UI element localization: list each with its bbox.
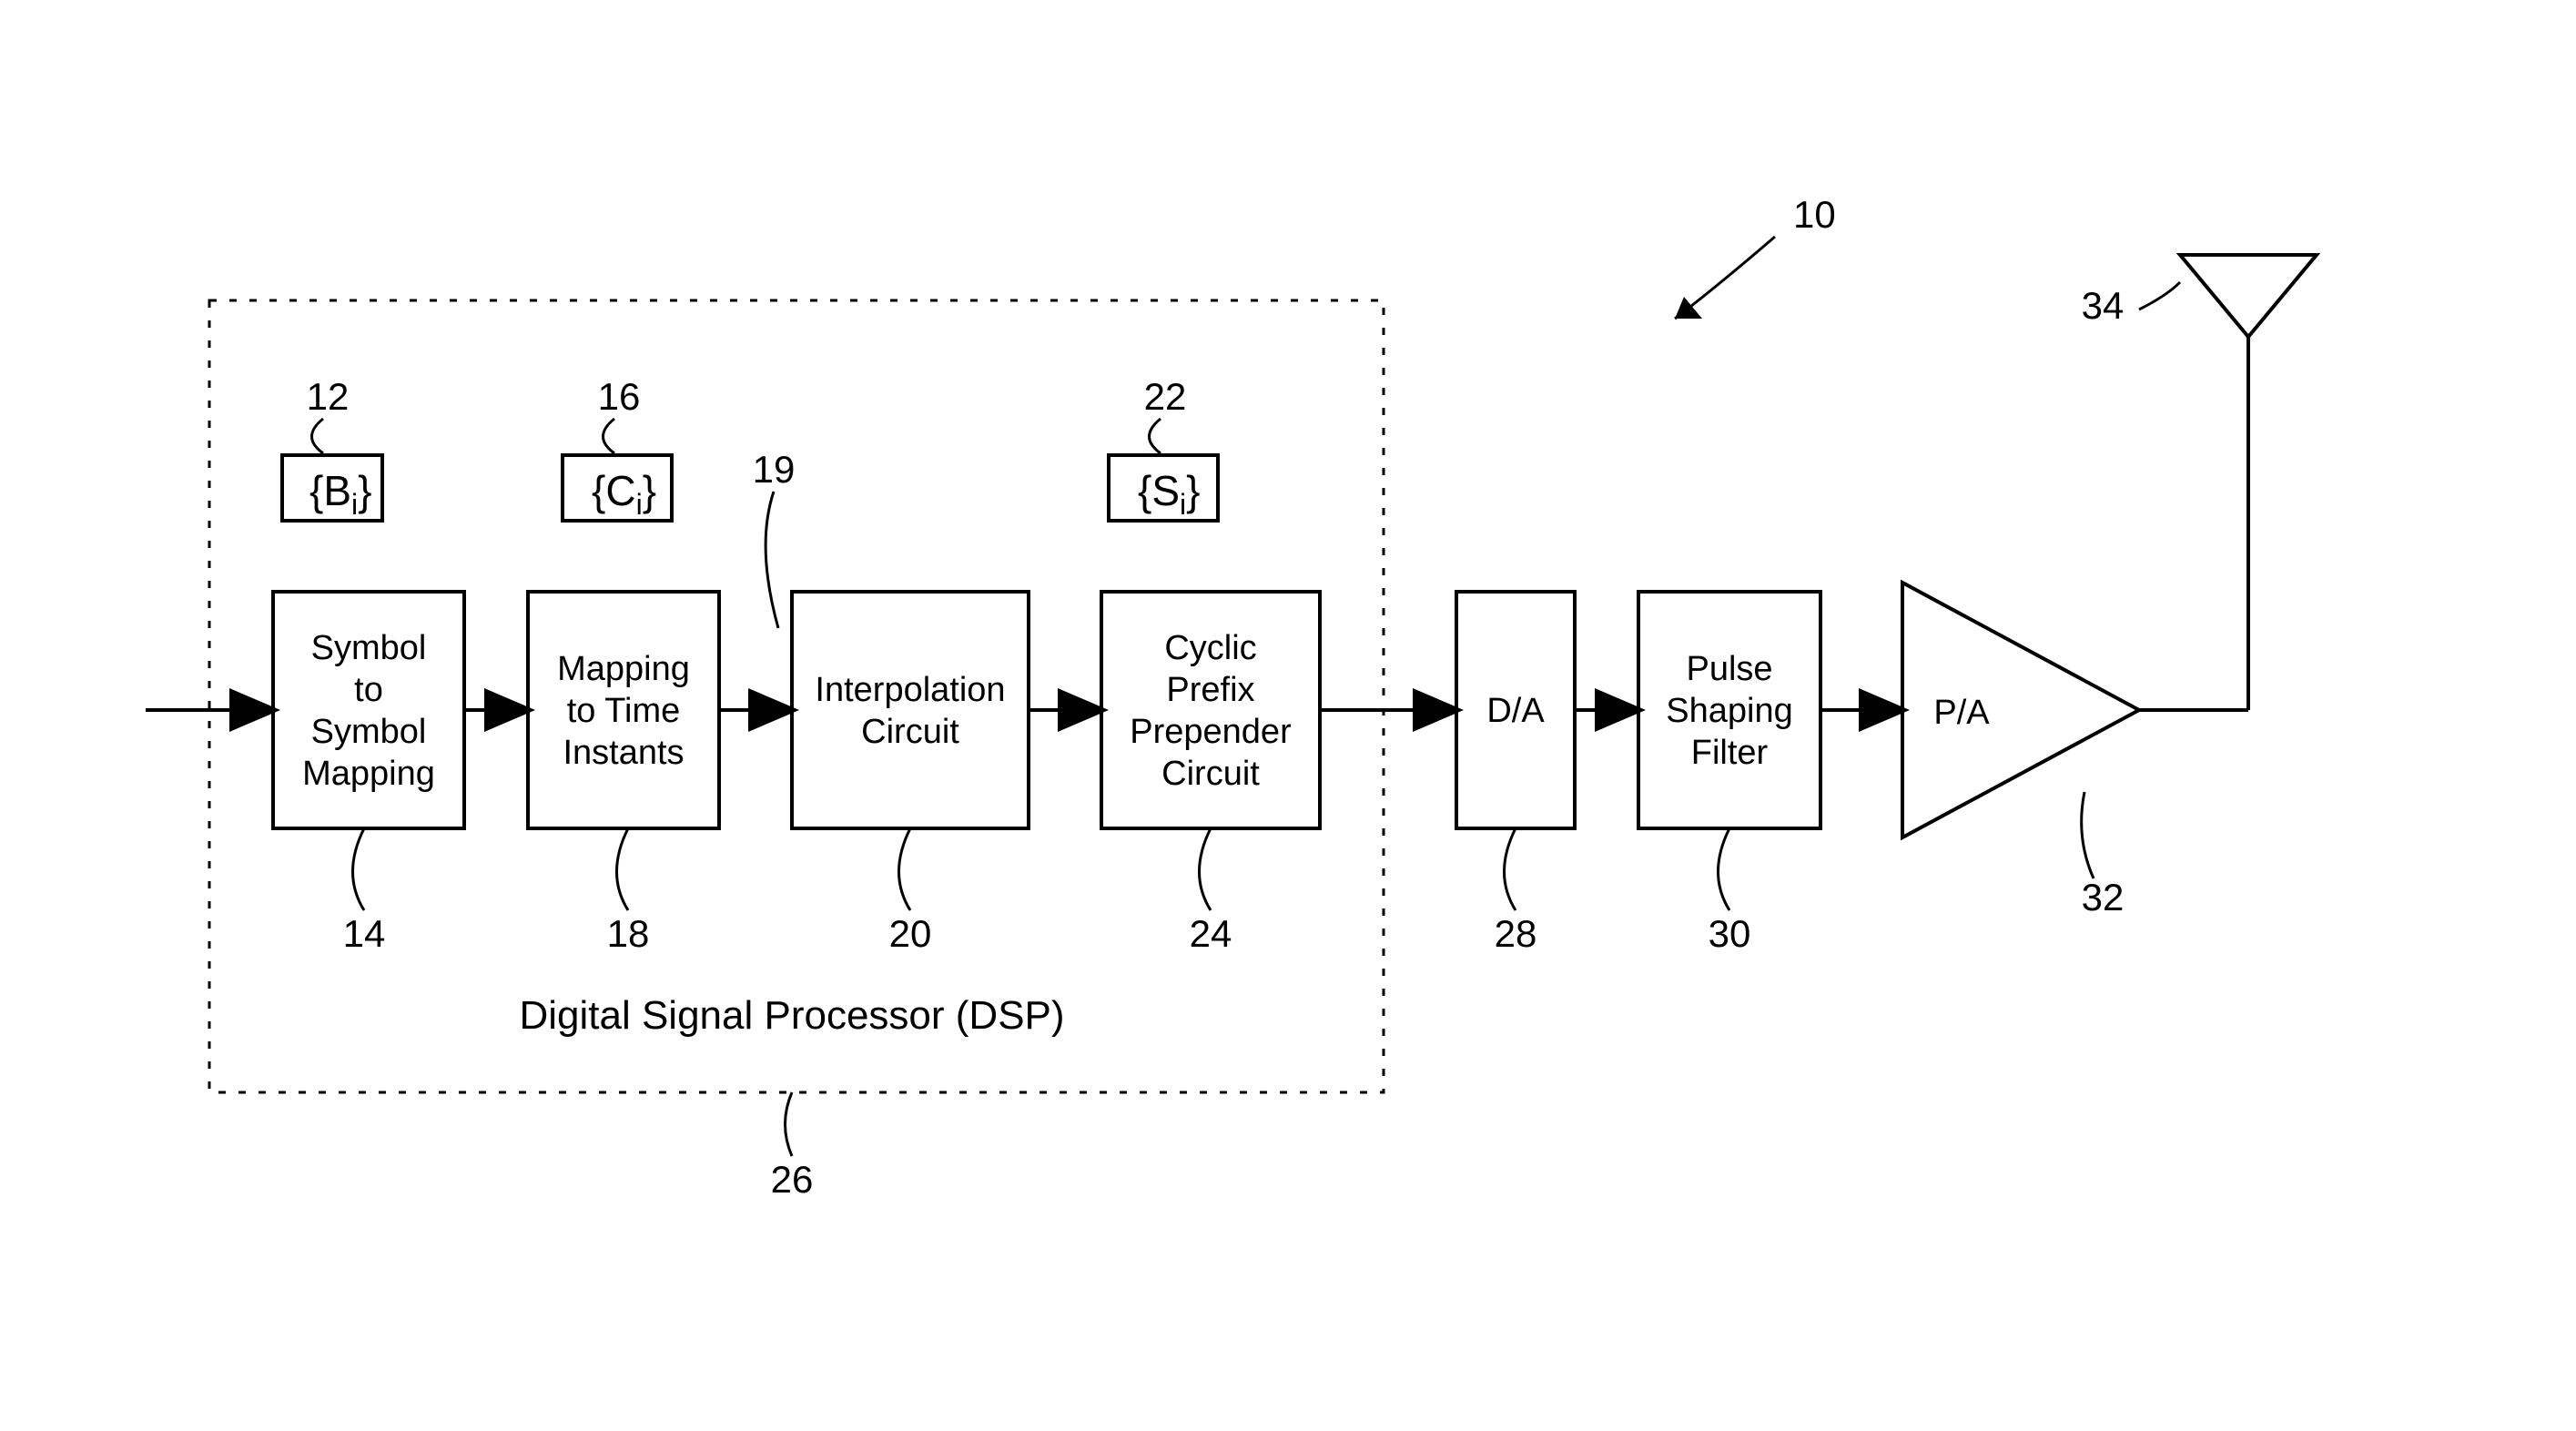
block-symbol-mapping-label-2: Symbol [311,713,427,751]
ref-19: 19 [753,448,796,491]
block-time-instants-label-2: Instants [563,734,684,772]
block-cyclic-prefix-label-1: Prefix [1166,671,1254,709]
block-d-a-label-0: D/A [1486,692,1545,730]
block-cyclic-prefix-label-0: Cyclic [1164,629,1256,667]
ref-28: 28 [1495,912,1537,955]
block-pulse-shaping-label-1: Shaping [1666,692,1792,730]
antenna-icon [2180,255,2317,337]
block-interpolation-label-1: Circuit [861,713,959,751]
block-cyclic-prefix-label-3: Circuit [1161,755,1260,793]
block-symbol-mapping-label-3: Mapping [302,755,435,793]
ref-34: 34 [2082,284,2125,327]
amp-label: P/A [1933,694,1990,732]
signal-label-0: {Bi} [309,467,372,521]
signal-label-2: {Si} [1138,467,1201,521]
block-interpolation-label-0: Interpolation [815,671,1005,709]
ref-20: 20 [889,912,932,955]
block-time-instants-label-1: to Time [567,692,681,730]
block-time-instants-label-0: Mapping [557,650,690,688]
ref-24: 24 [1190,912,1232,955]
block-symbol-mapping-label-0: Symbol [311,629,427,667]
dsp-label: Digital Signal Processor (DSP) [519,993,1064,1038]
block-cyclic-prefix-label-2: Prepender [1130,713,1292,751]
ref-16: 16 [598,375,641,418]
ref-18: 18 [607,912,650,955]
ref-22: 22 [1144,375,1187,418]
signal-label-1: {Ci} [592,467,656,521]
ref-12: 12 [307,375,350,418]
ref-32: 32 [2082,876,2125,918]
block-symbol-mapping-label-1: to [354,671,383,709]
block-cyclic-prefix [1101,592,1320,828]
ref-14: 14 [343,912,386,955]
block-pulse-shaping-label-0: Pulse [1686,650,1772,688]
ref-26: 26 [771,1158,814,1201]
block-diagram: Digital Signal Processor (DSP) 26 10 {Bi} 12… [0,0,2576,1431]
block-interpolation [792,592,1029,828]
ref-30: 30 [1709,912,1751,955]
block-symbol-mapping [273,592,464,828]
block-pulse-shaping-label-2: Filter [1691,734,1769,772]
ref-10: 10 [1793,193,1836,236]
